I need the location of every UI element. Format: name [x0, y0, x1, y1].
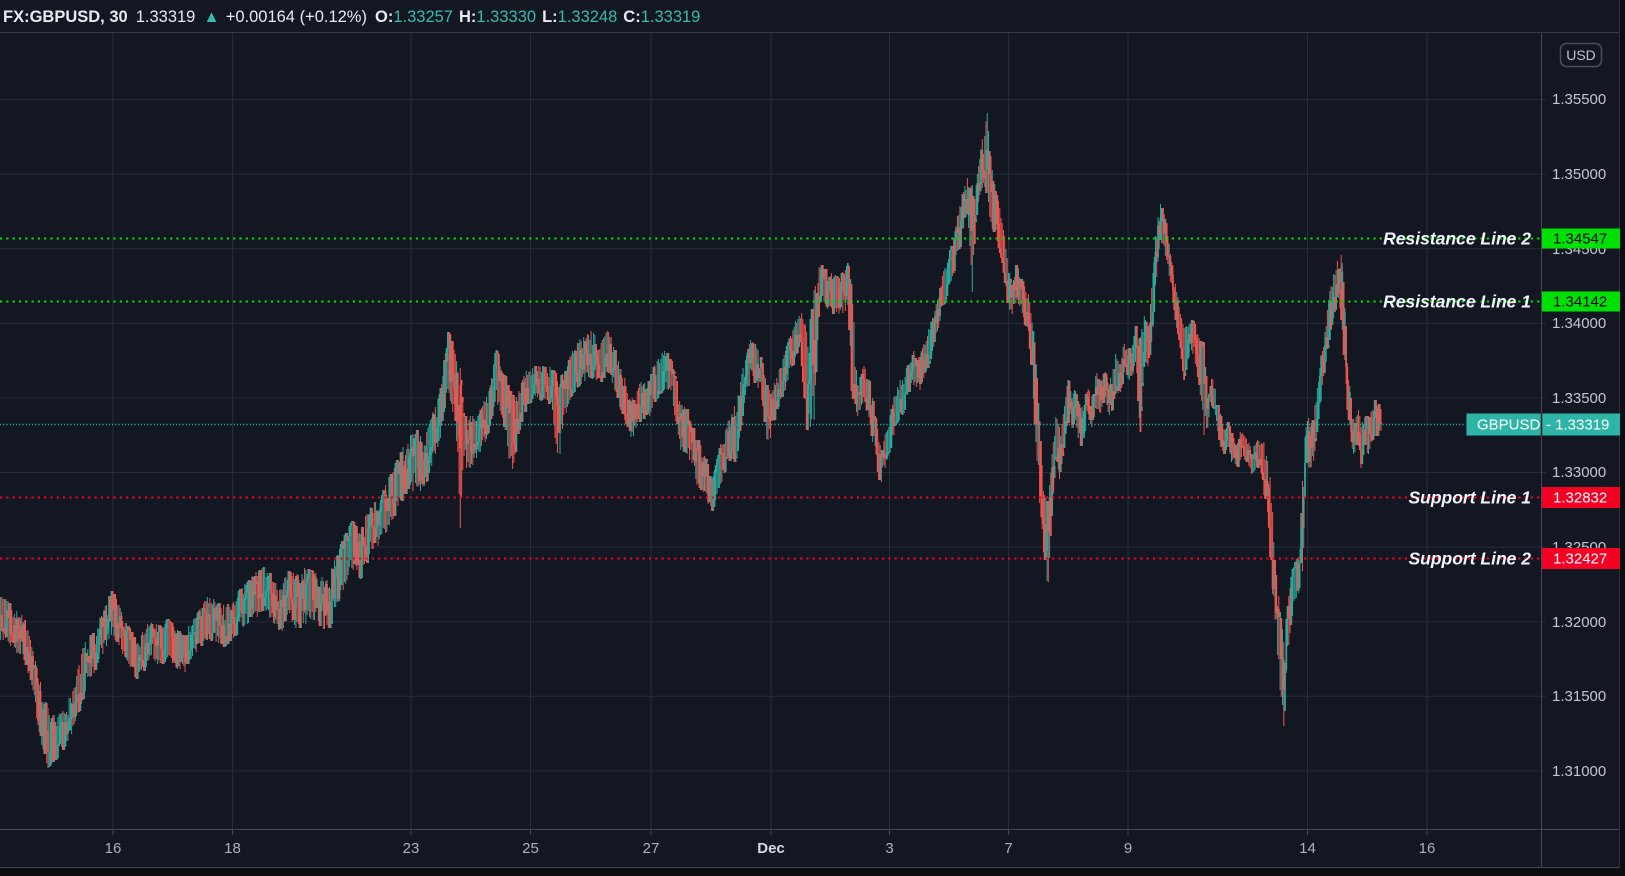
svg-text:- 1.33319: - 1.33319	[1546, 417, 1609, 434]
svg-text:GBPUSD: GBPUSD	[1477, 417, 1541, 434]
svg-text:9: 9	[1124, 840, 1132, 857]
svg-text:1.33500: 1.33500	[1552, 390, 1606, 407]
svg-text:1.31500: 1.31500	[1552, 688, 1606, 705]
svg-text:Resistance Line 1: Resistance Line 1	[1383, 292, 1531, 312]
svg-text:1.33000: 1.33000	[1552, 464, 1606, 481]
svg-text:1.32427: 1.32427	[1553, 551, 1607, 568]
svg-text:1.34142: 1.34142	[1553, 294, 1607, 311]
svg-text:23: 23	[403, 840, 420, 857]
svg-text:1.35000: 1.35000	[1552, 166, 1606, 183]
svg-text:FX:GBPUSD, 301.33319▲+0.00164: FX:GBPUSD, 30 1.33319 ▲ +0.00164 (+0.12%) O:…	[3, 8, 700, 26]
svg-text:18: 18	[224, 840, 241, 857]
svg-text:14: 14	[1299, 840, 1316, 857]
svg-text:3: 3	[885, 840, 893, 857]
svg-text:16: 16	[105, 840, 122, 857]
svg-text:7: 7	[1004, 840, 1012, 857]
svg-text:25: 25	[522, 840, 539, 857]
svg-text:27: 27	[643, 840, 660, 857]
svg-text:Dec: Dec	[757, 840, 785, 857]
svg-text:16: 16	[1419, 840, 1436, 857]
svg-text:1.32000: 1.32000	[1552, 614, 1606, 631]
svg-text:Support Line 1: Support Line 1	[1409, 488, 1532, 508]
svg-text:USD: USD	[1566, 47, 1596, 63]
svg-text:1.34000: 1.34000	[1552, 315, 1606, 332]
svg-text:1.34547: 1.34547	[1553, 231, 1607, 248]
svg-text:1.31000: 1.31000	[1552, 763, 1606, 780]
svg-text:1.32832: 1.32832	[1553, 490, 1607, 507]
svg-text:Resistance Line 2: Resistance Line 2	[1383, 229, 1531, 249]
svg-text:1.35500: 1.35500	[1552, 91, 1606, 108]
svg-text:Support Line 2: Support Line 2	[1409, 549, 1532, 569]
